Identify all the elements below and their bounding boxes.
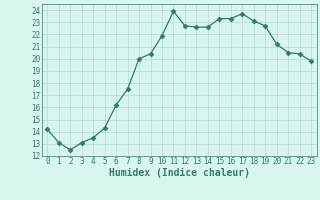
X-axis label: Humidex (Indice chaleur): Humidex (Indice chaleur) — [109, 168, 250, 178]
